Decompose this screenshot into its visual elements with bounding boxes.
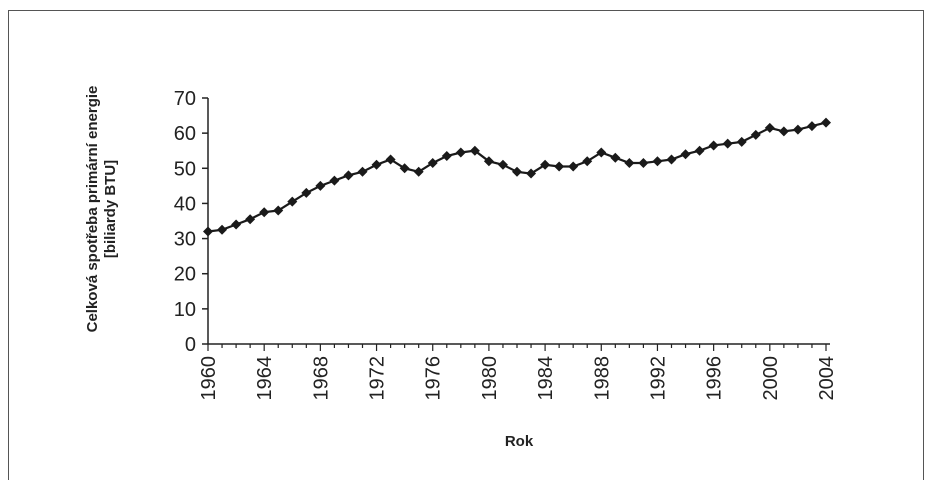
data-point [806, 121, 817, 132]
x-tick-label: 1960 [198, 356, 220, 401]
y-tick-label: 30 [174, 229, 196, 251]
data-point [385, 154, 396, 165]
y-tick-label: 70 [174, 88, 196, 110]
y-tick-label: 50 [174, 158, 196, 180]
data-point [596, 147, 607, 158]
y-axis-title-line1: Celková spotřeba primární energie [84, 86, 101, 333]
y-ticks: 0 10 20 30 40 50 60 70 [174, 88, 208, 356]
data-point [694, 145, 705, 156]
x-tick-label: 1964 [254, 356, 276, 401]
x-tick-label: 1972 [367, 356, 389, 401]
x-tick-label: 1968 [310, 356, 332, 401]
data-point [245, 214, 256, 225]
x-ticks: 1960 1964 1968 1972 1976 1980 1984 1988 1992 1996… [198, 344, 838, 401]
data-point [764, 122, 775, 133]
data-point [497, 159, 508, 170]
x-axis-title: Rok [505, 433, 534, 450]
x-tick-label: 1984 [535, 356, 557, 401]
x-tick-label: 1976 [423, 356, 445, 401]
data-point [582, 156, 593, 167]
data-point [259, 207, 270, 218]
series-line [207, 121, 827, 233]
data-point [483, 156, 494, 167]
data-point [399, 163, 410, 174]
data-point [792, 124, 803, 135]
data-point [217, 224, 228, 235]
chart-frame [8, 10, 924, 480]
data-point [469, 145, 480, 156]
x-tick-label: 1996 [704, 356, 726, 401]
data-point [273, 205, 284, 216]
y-tick-label: 20 [174, 264, 196, 286]
data-point [821, 117, 831, 128]
data-point [652, 156, 663, 167]
data-point [287, 196, 298, 207]
x-tick-label: 2000 [760, 356, 782, 401]
y-tick-label: 60 [174, 123, 196, 145]
data-point [343, 170, 354, 181]
y-tick-label: 0 [185, 334, 196, 356]
data-point [624, 158, 635, 169]
x-tick-label: 2004 [816, 356, 838, 401]
data-point [357, 166, 368, 177]
data-point [568, 161, 579, 172]
data-point [554, 161, 565, 172]
data-point [441, 150, 452, 161]
y-axis-title-line2: [biliardy BTU] [102, 160, 119, 258]
data-point [680, 149, 691, 160]
data-point [750, 129, 761, 140]
data-point [329, 175, 340, 186]
data-point [455, 147, 466, 158]
data-point [610, 152, 621, 163]
data-point [315, 180, 326, 191]
x-tick-label: 1992 [647, 356, 669, 401]
y-tick-label: 10 [174, 299, 196, 321]
data-point [778, 126, 789, 137]
x-tick-label: 1988 [591, 356, 613, 401]
data-point [638, 158, 649, 169]
y-tick-label: 40 [174, 193, 196, 215]
data-point [526, 168, 537, 179]
x-tick-label: 1980 [479, 356, 501, 401]
data-point [736, 136, 747, 147]
data-point [708, 140, 719, 151]
data-point [540, 159, 551, 170]
data-point [722, 138, 733, 149]
data-point [427, 158, 438, 169]
data-point [231, 219, 242, 230]
data-point [301, 187, 312, 198]
axes [207, 98, 830, 345]
data-point [512, 166, 522, 177]
data-point [371, 159, 382, 170]
data-point [666, 154, 677, 165]
data-point [203, 226, 213, 237]
data-markers [203, 117, 831, 237]
data-point [413, 166, 424, 177]
